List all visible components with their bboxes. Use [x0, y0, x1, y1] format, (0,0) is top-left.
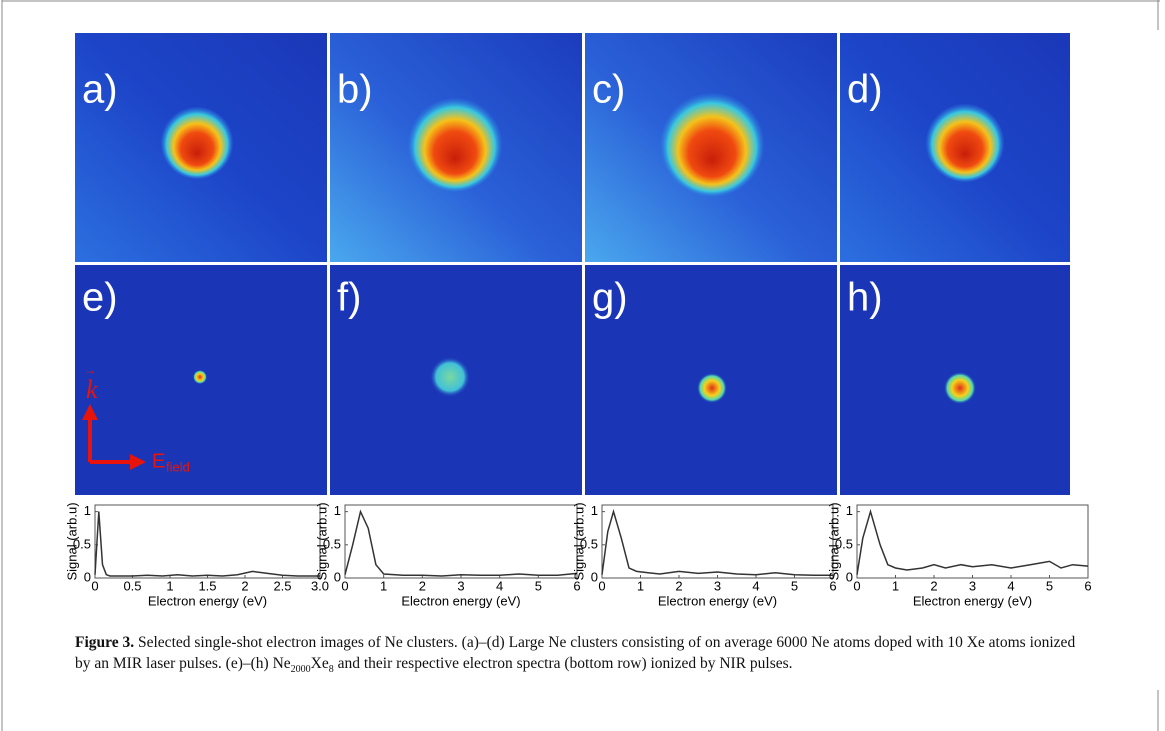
x-tick-label: 3 — [714, 578, 721, 593]
x-tick-label: 0 — [598, 578, 605, 593]
image-grid: k → E field — [75, 33, 1070, 495]
plot-frame — [94, 504, 321, 579]
x-tick-label: 2.5 — [273, 578, 291, 593]
plot-frame — [344, 504, 578, 579]
x-tick-label: 2 — [930, 578, 937, 593]
x-tick-label: 6 — [573, 578, 580, 593]
x-tick-label: 1 — [892, 578, 899, 593]
y-tick-label: 0.5 — [835, 536, 853, 551]
electron-image — [697, 373, 727, 403]
electron-image — [430, 357, 470, 397]
y-tick-label: 0 — [846, 569, 853, 584]
y-axis-label: Signal (arb.u) — [571, 502, 586, 580]
electron-image — [944, 372, 976, 404]
x-tick-label: 5 — [791, 578, 798, 593]
y-tick-label: 0.5 — [323, 536, 341, 551]
caption-label: Figure 3. — [75, 634, 135, 651]
x-tick-label: 5 — [1046, 578, 1053, 593]
y-tick-label: 1 — [591, 503, 598, 518]
caption-text: Xe — [310, 655, 329, 672]
x-tick-label: 6 — [1084, 578, 1091, 593]
field-arrows — [82, 404, 146, 470]
x-tick-label: 6 — [829, 578, 836, 593]
y-tick-label: 0 — [84, 569, 91, 584]
y-tick-label: 1 — [846, 503, 853, 518]
k-label: k — [86, 375, 98, 404]
spectrum-line — [94, 511, 320, 577]
panel-label: f) — [337, 276, 361, 320]
x-tick-label: 1 — [637, 578, 644, 593]
electron-image — [660, 93, 764, 197]
spectrum-line — [601, 508, 833, 577]
x-tick-label: 4 — [752, 578, 759, 593]
y-axis-label: Signal (arb.u) — [64, 502, 79, 580]
x-tick-label: 0 — [853, 578, 860, 593]
x-tick-label: 0 — [341, 578, 348, 593]
y-tick-label: 0.5 — [73, 536, 91, 551]
x-tick-label: 3 — [969, 578, 976, 593]
y-tick-label: 0.5 — [580, 536, 598, 551]
x-tick-label: 3.0 — [311, 578, 329, 593]
x-tick-label: 4 — [1007, 578, 1014, 593]
x-axis-label: Electron energy (eV) — [148, 593, 267, 608]
x-axis-label: Electron energy (eV) — [913, 593, 1032, 608]
caption-text: and their respective electron spectra (b… — [333, 655, 793, 672]
x-tick-label: 5 — [535, 578, 542, 593]
caption-text: Selected single-shot electron images of … — [75, 634, 1076, 672]
spectrum-line — [344, 509, 578, 577]
e-label: E — [152, 450, 165, 472]
x-axis-label: Electron energy (eV) — [658, 593, 777, 608]
panel-label: b) — [337, 68, 373, 112]
x-tick-label: 4 — [496, 578, 503, 593]
electron-image — [193, 370, 207, 384]
plot-frame — [601, 504, 834, 579]
caption: Figure 3. Selected single-shot electron … — [75, 632, 1085, 680]
y-axis-label: Signal (arb.u) — [826, 502, 841, 580]
caption-subscript: 2000 — [290, 664, 311, 676]
electron-image — [926, 104, 1004, 182]
caption-subscript: 8 — [328, 664, 334, 676]
y-axis-label: Signal (arb.u) — [314, 502, 329, 580]
x-tick-label: 2 — [419, 578, 426, 593]
x-tick-label: 3 — [457, 578, 464, 593]
x-tick-label: 2 — [241, 578, 248, 593]
electron-image — [161, 107, 233, 179]
electron-image — [408, 98, 502, 192]
y-tick-label: 1 — [84, 503, 91, 518]
x-tick-label: 2 — [675, 578, 682, 593]
y-tick-label: 0 — [591, 569, 598, 584]
x-tick-label: 1.5 — [198, 578, 216, 593]
panel-label: e) — [82, 276, 118, 320]
panel-label: h) — [847, 276, 883, 320]
x-tick-label: 1 — [380, 578, 387, 593]
x-tick-label: 1 — [166, 578, 173, 593]
panel-label: c) — [592, 68, 625, 112]
spectrum-line — [856, 508, 1089, 575]
panel-label: a) — [82, 68, 118, 112]
y-tick-label: 1 — [334, 503, 341, 518]
panel-label: g) — [592, 276, 628, 320]
x-axis-label: Electron energy (eV) — [401, 593, 520, 608]
x-tick-label: 0 — [91, 578, 98, 593]
panel-label: d) — [847, 68, 883, 112]
x-tick-label: 0.5 — [123, 578, 141, 593]
vector-arrow: → — [84, 363, 96, 377]
y-tick-label: 0 — [334, 569, 341, 584]
e-subscript: field — [166, 459, 190, 474]
